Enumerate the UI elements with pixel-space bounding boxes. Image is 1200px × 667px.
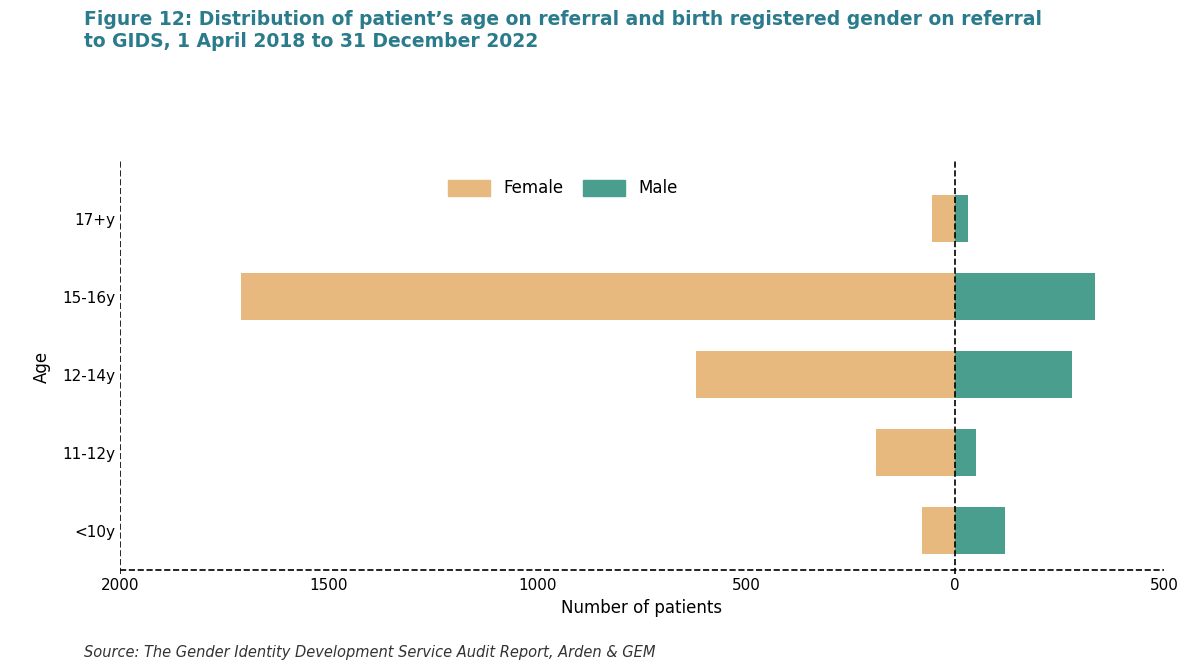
Bar — [241, 273, 955, 320]
Bar — [876, 430, 955, 476]
Bar — [922, 508, 955, 554]
Bar — [955, 430, 976, 476]
Legend: Female, Male: Female, Male — [442, 173, 684, 204]
Bar — [955, 508, 1006, 554]
Text: Figure 12: Distribution of patient’s age on referral and birth registered gender: Figure 12: Distribution of patient’s age… — [84, 10, 1042, 51]
Bar — [955, 273, 1096, 320]
Y-axis label: Age: Age — [32, 351, 50, 383]
Bar — [955, 352, 1072, 398]
Bar — [696, 352, 955, 398]
Bar — [932, 195, 955, 242]
X-axis label: Number of patients: Number of patients — [562, 599, 722, 617]
Bar — [955, 195, 967, 242]
Text: Source: The Gender Identity Development Service Audit Report, Arden & GEM: Source: The Gender Identity Development … — [84, 646, 655, 660]
